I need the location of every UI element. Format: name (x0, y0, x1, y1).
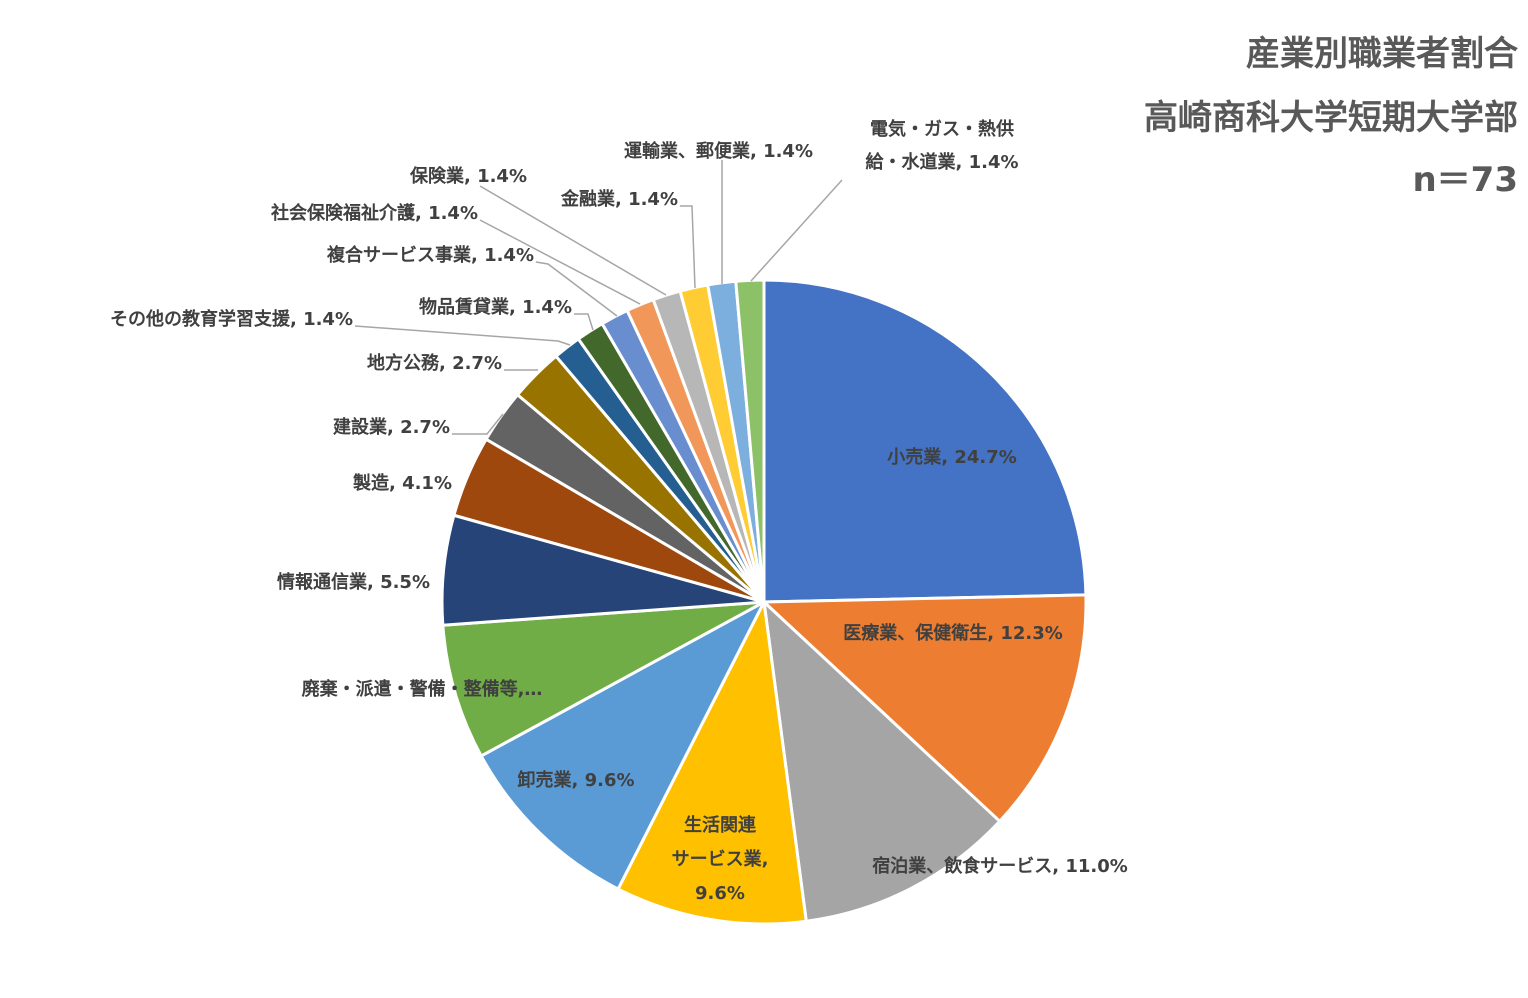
slice-label-2: 医療業、保健衛生, 12.3% (843, 622, 1063, 644)
slice-label-4-line-2: サービス業, (672, 848, 769, 870)
slice-label-14: 社会保険福祉介護, 1.4% (271, 202, 478, 224)
pie-slice-6 (441, 600, 766, 758)
slice-label-16: 金融業, 1.4% (560, 188, 678, 210)
leader-line-12 (574, 313, 594, 331)
slice-label-18-line-2: 給・水道業, 1.4% (865, 151, 1018, 173)
slice-label-18-line-1: 電気・ガス・熱供 (870, 118, 1014, 140)
leader-line-16 (680, 205, 696, 289)
slice-label-5: 卸売業, 9.6% (517, 769, 634, 791)
leader-line-15 (479, 185, 667, 296)
leader-line-11 (354, 325, 571, 346)
leader-line-13 (535, 261, 618, 317)
slice-label-15: 保険業, 1.4% (409, 165, 527, 187)
pie-slice-18 (734, 278, 766, 604)
slice-label-13: 複合サービス事業, 1.4% (326, 244, 534, 266)
slice-label-17: 運輸業、郵便業, 1.4% (624, 140, 813, 162)
pie-slice-2 (762, 593, 1088, 823)
slice-label-11: その他の教育学習支援, 1.4% (110, 308, 353, 330)
slice-label-9: 建設業, 2.7% (333, 416, 450, 438)
slice-label-4-line-3: 9.6% (695, 883, 745, 904)
pie-slices (440, 278, 1088, 926)
slice-label-4-line-1: 生活関連 (684, 814, 757, 836)
pie-slice-5 (479, 600, 766, 891)
slice-label-7: 情報通信業, 5.5% (277, 571, 430, 593)
leader-lines (354, 160, 843, 435)
slice-label-12: 物品賃貸業, 1.4% (419, 296, 572, 318)
pie-slice-3 (762, 600, 1002, 923)
pie-slice-1 (762, 278, 1088, 604)
chart-title-line-1: 産業別職業者割合 (1246, 34, 1518, 74)
leader-line-18 (750, 179, 843, 282)
leader-line-14 (479, 219, 641, 305)
chart-title-line-2: 高崎商科大学短期大学部 (1144, 98, 1518, 138)
slice-label-6: 廃棄・派遣・警備・整備等,… (302, 678, 543, 700)
slice-label-8: 製造, 4.1% (352, 472, 452, 494)
pie-slice-4 (616, 600, 808, 926)
slice-labels: 小売業, 24.7% 医療業、保健衛生, 12.3% 宿泊業、飲食サービス, 11.… (110, 118, 1128, 904)
slice-label-3: 宿泊業、飲食サービス, 11.0% (872, 855, 1128, 877)
chart-title-line-3: n＝73 (1412, 160, 1518, 200)
slice-label-1: 小売業, 24.7% (887, 446, 1017, 468)
leader-line-9 (452, 413, 504, 435)
slice-label-10: 地方公務, 2.7% (367, 352, 502, 374)
